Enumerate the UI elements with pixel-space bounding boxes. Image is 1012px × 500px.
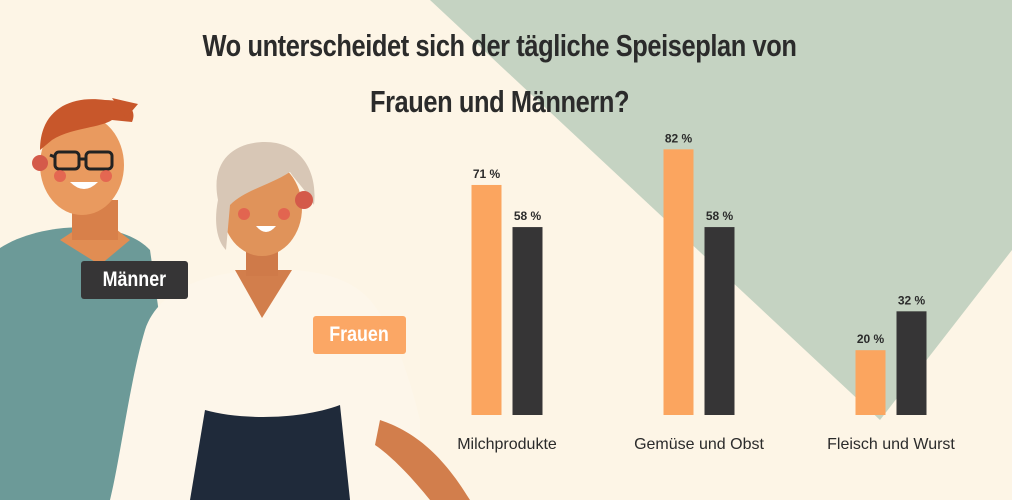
data-label-men-2: 58 % bbox=[706, 209, 734, 223]
data-label-men-3: 32 % bbox=[898, 293, 926, 307]
data-label-women-3: 20 % bbox=[857, 332, 885, 346]
bar-men-2 bbox=[704, 227, 735, 415]
legend-label-women: Frauen bbox=[313, 316, 406, 354]
bar-women-2 bbox=[663, 149, 694, 415]
legend-label-men: Männer bbox=[81, 261, 188, 299]
data-label-women-2: 82 % bbox=[665, 131, 693, 145]
category-label-3: Fleisch und Wurst bbox=[827, 436, 955, 453]
bar-men-3 bbox=[896, 311, 927, 415]
chart-title-line-2: Frauen und Männern? bbox=[369, 84, 630, 119]
data-label-men-1: 58 % bbox=[514, 209, 542, 223]
bar-women-3 bbox=[855, 350, 886, 415]
data-label-women-1: 71 % bbox=[473, 167, 501, 181]
bar-men-1 bbox=[512, 227, 543, 415]
category-label-2: Gemüse und Obst bbox=[634, 436, 764, 453]
chart-title-line-1: Wo unterscheidet sich der tägliche Speis… bbox=[202, 28, 797, 63]
category-label-1: Milchprodukte bbox=[457, 436, 557, 453]
bar-women-1 bbox=[471, 184, 502, 415]
background-green-shape bbox=[430, 0, 1012, 420]
